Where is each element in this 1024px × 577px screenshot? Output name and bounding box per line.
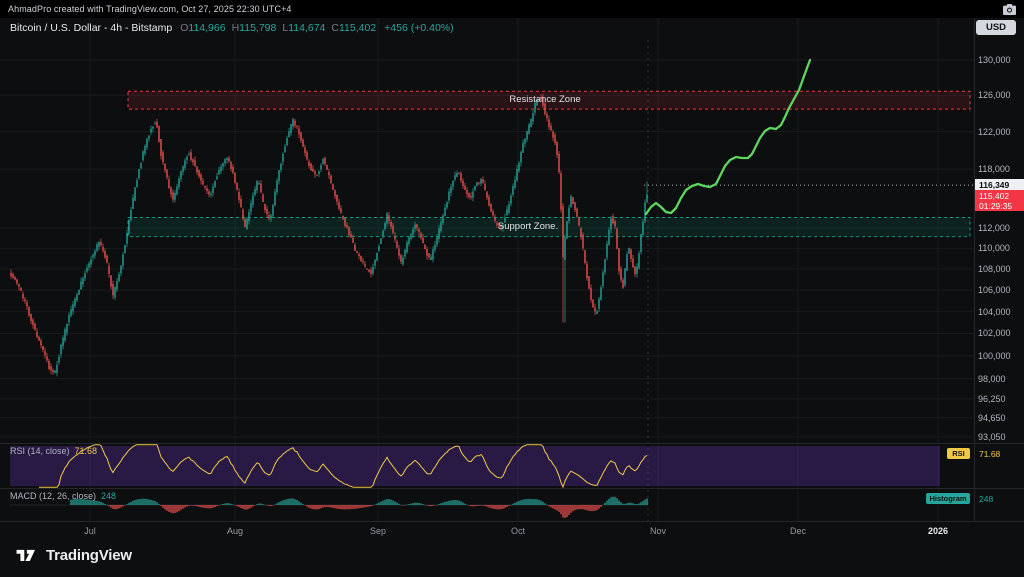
bullish-projection-line[interactable]	[646, 60, 810, 214]
price-change: +456 (+0.40%)	[384, 22, 453, 34]
rsi-indicator-label: RSI (14, close) 71.68	[10, 446, 97, 456]
rsi-value: 71.68	[75, 446, 98, 456]
tradingview-logo[interactable]: TradingView	[14, 543, 132, 567]
currency-button[interactable]: USD	[976, 20, 1016, 35]
macd-value: 248	[101, 491, 116, 501]
macd-indicator-label: MACD (12, 26, close) 248	[10, 491, 116, 501]
countdown-label: 01:29:35	[975, 201, 1024, 211]
rsi-scale-value: 71.68	[979, 449, 1000, 459]
rsi-badge: RSI	[947, 448, 970, 459]
tradingview-logo-icon	[14, 543, 38, 567]
support-zone-label: Support Zone.	[498, 221, 558, 232]
symbol-legend: Bitcoin / U.S. Dollar - 4h - Bitstamp O1…	[10, 22, 454, 34]
attribution-text: AhmadPro created with TradingView.com, O…	[8, 4, 292, 14]
ohlc-low: L114,674	[282, 22, 325, 34]
chart-canvas[interactable]	[0, 0, 1024, 577]
price-axis[interactable]	[975, 18, 1024, 522]
time-axis[interactable]	[0, 522, 975, 540]
macd-title: MACD (12, 26, close)	[10, 491, 96, 501]
macd-histogram-badge: Histogram	[926, 493, 970, 504]
macd-scale-value: 248	[979, 494, 993, 504]
ohlc-open: O114,966	[180, 22, 225, 34]
ohlc-values: O114,966 H115,798 L114,674 C115,402	[180, 22, 376, 34]
macd-histogram	[70, 497, 647, 518]
tradingview-logo-text: TradingView	[46, 547, 132, 564]
top-bar: AhmadPro created with TradingView.com, O…	[0, 0, 1024, 18]
symbol-title[interactable]: Bitcoin / U.S. Dollar - 4h - Bitstamp	[10, 22, 172, 34]
camera-icon[interactable]	[1003, 4, 1016, 15]
rsi-band	[10, 446, 940, 486]
zones[interactable]	[128, 91, 970, 236]
ohlc-close: C115,402	[331, 22, 376, 34]
rsi-title: RSI (14, close)	[10, 446, 70, 456]
resistance-zone-label: Resistance Zone	[509, 94, 580, 105]
price-level-label: 116,349	[975, 179, 1024, 190]
tradingview-snapshot: AhmadPro created with TradingView.com, O…	[0, 0, 1024, 577]
last-price-label: 115,402	[975, 190, 1024, 201]
ohlc-high: H115,798	[232, 22, 277, 34]
